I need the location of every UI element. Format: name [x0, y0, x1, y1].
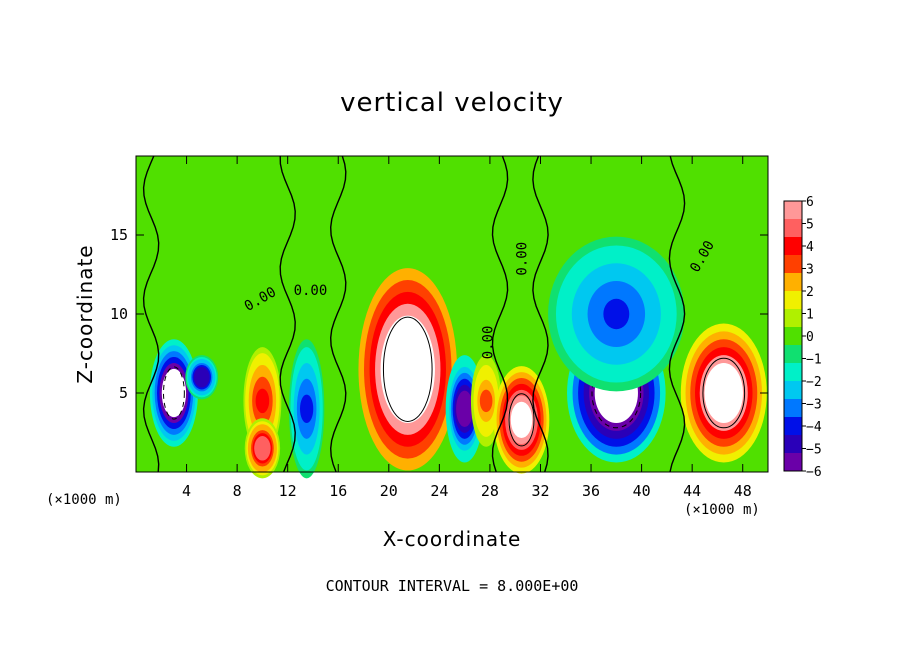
- y-axis: 5 10 15: [110, 226, 768, 402]
- x-unit-label-right: (×1000 m): [684, 502, 760, 518]
- cell-band: [255, 439, 270, 458]
- colorbar-tick-label: −2: [806, 375, 822, 390]
- velocity-field: [136, 156, 768, 479]
- y-tick-label: 10: [110, 305, 128, 323]
- colorbar: 6 5 4 3 2 1 0 −1 −2 −3 −4 −5 −6: [783, 195, 822, 480]
- colorbar-swatch: [784, 255, 802, 274]
- colorbar-tick-label: −5: [806, 443, 822, 458]
- colorbar-tick-label: −4: [806, 420, 822, 435]
- cell-contour: [382, 316, 433, 422]
- colorbar-tick-label: 0: [806, 330, 814, 345]
- contour-label: 0.00: [294, 283, 328, 299]
- velocity-cell: [149, 339, 198, 447]
- x-tick-label: 28: [481, 482, 499, 500]
- cell-band: [397, 351, 419, 388]
- zero-contour-line: [491, 155, 509, 473]
- velocity-cell: [358, 268, 458, 471]
- x-tick-label: 12: [279, 482, 297, 500]
- colorbar-tick-label: 2: [806, 285, 814, 300]
- velocity-cell: [185, 355, 219, 400]
- cell-band: [457, 396, 472, 422]
- colorbar-tick-label: −1: [806, 353, 822, 368]
- x-tick-label: 8: [233, 482, 242, 500]
- zero-contour-line: [142, 155, 160, 473]
- cell-contour: [508, 393, 535, 447]
- x-axis: 4 8 12 16 20 24 28 32 36 40 44 48: [182, 156, 752, 500]
- x-tick-label: 48: [734, 482, 752, 500]
- x-tick-label: 44: [683, 482, 701, 500]
- contour-label: 0.00: [515, 242, 531, 276]
- colorbar-tick-label: −3: [806, 398, 822, 413]
- x-tick-label: 16: [329, 482, 347, 500]
- cell-contour: [162, 366, 185, 420]
- colorbar-swatch: [784, 327, 802, 346]
- colorbar-swatch: [784, 399, 802, 418]
- colorbar-swatch: [784, 219, 802, 238]
- cell-band: [300, 394, 314, 424]
- x-tick-label: 32: [531, 482, 549, 500]
- contour-interval-note: CONTOUR INTERVAL = 8.000E+00: [325, 577, 579, 595]
- cell-band: [603, 298, 630, 330]
- cell-band: [479, 389, 493, 413]
- colorbar-tick-label: 5: [806, 218, 814, 233]
- zero-contour-line: [668, 155, 686, 473]
- cell-band: [255, 388, 270, 414]
- cell-band: [513, 407, 530, 433]
- velocity-cell: [288, 339, 325, 479]
- y-tick-label: 5: [119, 384, 128, 402]
- velocity-cell: [470, 355, 502, 447]
- velocity-cell: [548, 236, 685, 392]
- x-tick-label: 4: [182, 482, 191, 500]
- x-tick-label: 40: [633, 482, 651, 500]
- colorbar-tick-label: 1: [806, 308, 814, 323]
- colorbar-tick-label: 3: [806, 263, 814, 278]
- x-axis-label: X-coordinate: [382, 527, 522, 551]
- cell-contour: [702, 357, 746, 429]
- zero-contour-line: [329, 155, 347, 473]
- x-tick-label: 36: [582, 482, 600, 500]
- colorbar-swatch: [784, 363, 802, 382]
- colorbar-swatch: [784, 291, 802, 310]
- colorbar-swatch: [784, 345, 802, 364]
- colorbar-swatch: [784, 309, 802, 328]
- colorbar-swatch: [784, 417, 802, 436]
- colorbar-swatch: [784, 273, 802, 292]
- velocity-cell: [680, 323, 767, 463]
- velocity-cell: [244, 418, 281, 479]
- colorbar-swatch: [784, 237, 802, 256]
- colorbar-tick-label: 6: [806, 195, 814, 210]
- y-axis-label: Z-coordinate: [73, 244, 97, 383]
- x-tick-label: 20: [380, 482, 398, 500]
- colorbar-swatch: [784, 453, 802, 472]
- colorbar-swatch: [784, 435, 802, 454]
- zero-contour-line: [279, 155, 296, 473]
- chart-title: vertical velocity: [340, 88, 564, 118]
- zero-contour-line: [532, 155, 549, 473]
- colorbar-swatch: [784, 381, 802, 400]
- x-tick-label: 24: [430, 482, 448, 500]
- x-unit-label-left: (×1000 m): [46, 492, 122, 508]
- colorbar-swatch: [784, 201, 802, 220]
- contour-label: 0.00: [480, 326, 496, 360]
- colorbar-tick-label: −6: [806, 465, 822, 480]
- cell-band: [195, 368, 209, 386]
- y-tick-label: 15: [110, 226, 128, 244]
- colorbar-tick-label: 4: [806, 240, 814, 255]
- cell-band: [166, 380, 182, 406]
- cell-band: [713, 378, 734, 408]
